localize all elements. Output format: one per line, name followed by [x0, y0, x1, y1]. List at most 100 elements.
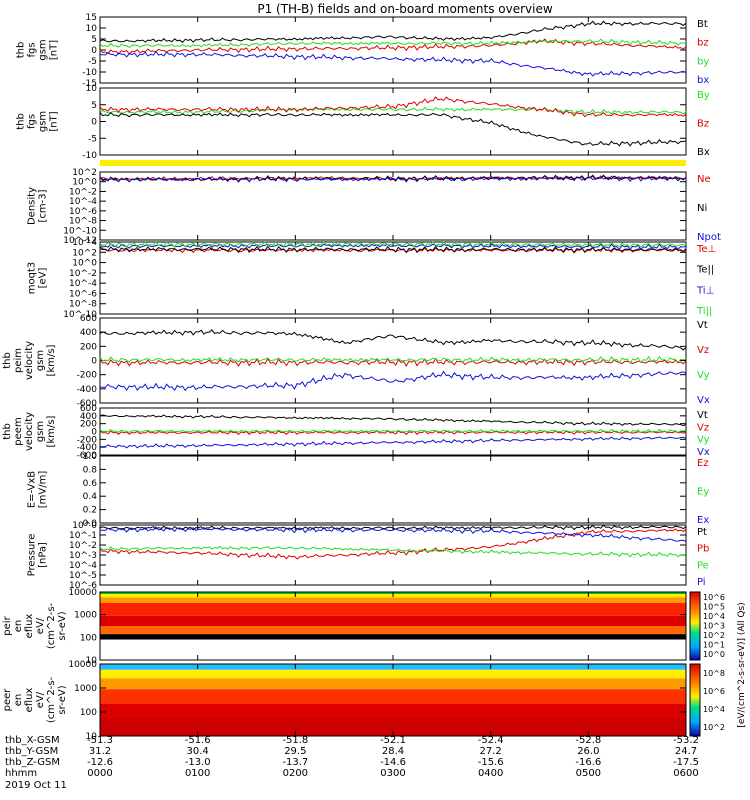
legend-Pi: Pi — [697, 577, 706, 588]
ephem-value: 0300 — [380, 768, 405, 779]
y-axis-label: thb peim velocity gsm [km/s] — [2, 341, 57, 380]
legend-Vt: Vt — [697, 320, 708, 331]
panel-frame — [99, 524, 687, 586]
y-tick-label: 0 — [91, 428, 97, 438]
heatmap-band — [100, 689, 686, 704]
ephem-value: 0500 — [576, 768, 601, 779]
y-label-line: fgs — [27, 114, 38, 129]
ephem-value: -52.1 — [380, 735, 406, 746]
y-label-line: [nT] — [49, 111, 60, 131]
ephem-value: -14.6 — [380, 757, 406, 768]
legend-bz: bz — [697, 38, 709, 49]
y-label-line: Density — [27, 187, 38, 225]
y-label-line: Pressure — [27, 534, 38, 577]
ephem-value: 30.4 — [187, 746, 209, 757]
legend-Te||: Te|| — [696, 265, 714, 276]
y-label-line: gsm — [35, 421, 46, 442]
legend-Ey: Ey — [697, 487, 709, 498]
y-tick-label: -600 — [77, 451, 98, 461]
y-tick-label: 0 — [91, 357, 97, 367]
y-label-line: E=-VxB — [27, 471, 38, 508]
panel-7: 1.0 0.8 0.6 0.4 0.2 0.0 E=-VxB [mV/m] Ez Ey Ex — [27, 452, 710, 529]
panel-10: 10000 1000 100 10 thb peer en eflux eV/(cm^2-s-s… — [0, 660, 687, 742]
y-label-line: en — [13, 694, 24, 707]
colorbar: 10^610^510^410^310^210^110^010^810^610^4… — [689, 591, 747, 737]
y-label-line: fgs — [27, 42, 38, 57]
ephem-value: -13.0 — [185, 757, 211, 768]
legend-bx: bx — [697, 75, 709, 86]
y-tick-label: 10^2 — [72, 248, 97, 258]
y-tick-label: 10^4 — [72, 238, 97, 248]
y-tick-label: 5 — [91, 101, 97, 111]
y-tick-label: 10^-8 — [69, 217, 97, 227]
y-tick-label: 10^-4 — [69, 197, 97, 207]
y-tick-label: 10000 — [68, 588, 97, 598]
series-Te⊥ — [99, 247, 687, 254]
series-Vy — [99, 428, 687, 434]
y-tick-label: 10^-10 — [63, 226, 97, 236]
y-tick-label: 10^0 — [72, 521, 97, 531]
colorbar-tick: 10^2 — [703, 723, 725, 732]
legend-Bt: Bt — [697, 19, 708, 30]
ephem-value: 0600 — [673, 768, 698, 779]
series-Bx — [99, 112, 687, 147]
series-Vx — [99, 370, 687, 392]
colorbar-bottom — [689, 663, 701, 737]
y-tick-label: 0.8 — [83, 465, 98, 475]
y-label-line: gsm — [38, 39, 49, 60]
y-label-line: thb — [16, 113, 27, 130]
heatmap-band — [100, 615, 686, 626]
y-tick-label: 1000 — [74, 684, 97, 694]
y-tick-label: 0.6 — [83, 479, 98, 489]
y-tick-label: 1.0 — [83, 452, 98, 462]
ephem-value: -13.7 — [282, 757, 308, 768]
y-tick-label: 10^-6 — [69, 207, 97, 217]
y-tick-label: 10^-2 — [69, 269, 97, 279]
heatmap-band — [100, 678, 686, 690]
y-label-line: [cm-3] — [38, 189, 49, 222]
y-label-line: (cm^2-s- — [46, 676, 57, 723]
y-tick-label: 10^-3 — [69, 551, 97, 561]
y-axis-label: thb peem velocity gsm [km/s] — [2, 412, 57, 451]
y-tick-label: 10000 — [68, 660, 97, 670]
legend-Pt: Pt — [697, 527, 707, 538]
y-tick-label: -5 — [88, 134, 97, 144]
y-tick-label: 10 — [86, 24, 98, 34]
page-title: P1 (TH-B) fields and on-board moments ov… — [257, 2, 553, 16]
ephem-value: 31.2 — [89, 746, 111, 757]
series-Pe — [99, 545, 687, 558]
y-tick-label: 10 — [86, 656, 98, 666]
ephem-value: -51.8 — [282, 735, 308, 746]
legend-Bz: Bz — [697, 119, 709, 130]
colorbar-top — [689, 591, 701, 661]
y-axis-label: thb fgs gsm [nT] — [16, 39, 60, 60]
y-label-line: [nPa] — [38, 542, 49, 568]
legend-Vx: Vx — [697, 447, 710, 458]
y-axis-label: moqt3 [eV] — [27, 262, 49, 295]
panel-2: 10 5 0 -5 -10 thb fgs gsm [nT] By Bz Bx — [16, 84, 710, 161]
ephem-value: -52.4 — [478, 735, 504, 746]
legend-Npot: Npot — [697, 232, 721, 243]
series-Te|| — [99, 245, 687, 254]
y-label-line: sr-eV) — [57, 685, 68, 714]
panel-9: 10000 1000 100 10 thb peir en eflux eV/(cm^2-s-s… — [0, 588, 687, 666]
y-tick-label: -10 — [82, 68, 97, 78]
y-axis-label: thb fgs gsm [nT] — [16, 111, 60, 132]
y-tick-label: 10^-6 — [69, 581, 97, 591]
legend-Ne: Ne — [697, 174, 711, 185]
legend-Vy: Vy — [697, 370, 710, 381]
colorbar-tick: 10^6 — [703, 687, 725, 696]
y-tick-label: 200 — [80, 342, 97, 352]
y-tick-label: 10^-10 — [63, 310, 97, 320]
ephem-value: -53.2 — [673, 735, 699, 746]
ephem-value: -52.8 — [575, 735, 601, 746]
y-label-line: peir — [2, 615, 13, 635]
panel-frame — [99, 455, 687, 524]
legend-Pb: Pb — [697, 544, 709, 555]
series-bx — [99, 50, 687, 77]
heatmap-band — [100, 597, 686, 603]
heatmap-empty — [100, 639, 686, 660]
series-Bt — [99, 20, 687, 43]
